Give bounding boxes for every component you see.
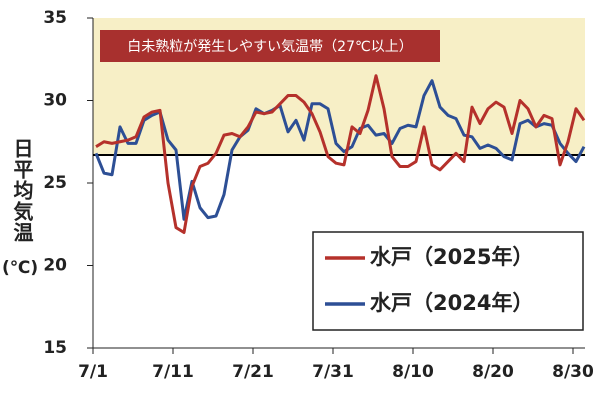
legend-label: 水戸（2024年） xyxy=(370,291,533,315)
annotation-box xyxy=(100,30,440,62)
x-tick-label: 8/20 xyxy=(472,362,514,382)
legend-label: 水戸（2025年） xyxy=(370,245,533,269)
x-tick-label: 8/10 xyxy=(392,362,434,382)
series-line xyxy=(95,74,586,234)
annotation: 白未熟粒が発生しやすい気温帯（27℃以上） xyxy=(127,39,412,55)
y-tick-label: 15 xyxy=(43,338,67,358)
y-tick-label: 35 xyxy=(43,8,67,28)
y-tick-label: 25 xyxy=(43,173,67,193)
y-tick-label: 20 xyxy=(43,256,67,276)
x-tick-label: 7/21 xyxy=(232,362,274,382)
y-axis-unit: (℃) xyxy=(2,258,39,278)
x-tick-label: 7/1 xyxy=(78,362,108,382)
y-axis-label: 日平均気温 xyxy=(10,138,34,243)
x-tick-label: 8/30 xyxy=(552,362,594,382)
x-tick-label: 7/11 xyxy=(152,362,194,382)
x-tick-label: 7/31 xyxy=(312,362,354,382)
series-line xyxy=(94,79,586,221)
legend-box xyxy=(312,231,584,331)
y-tick-label: 30 xyxy=(43,91,67,111)
